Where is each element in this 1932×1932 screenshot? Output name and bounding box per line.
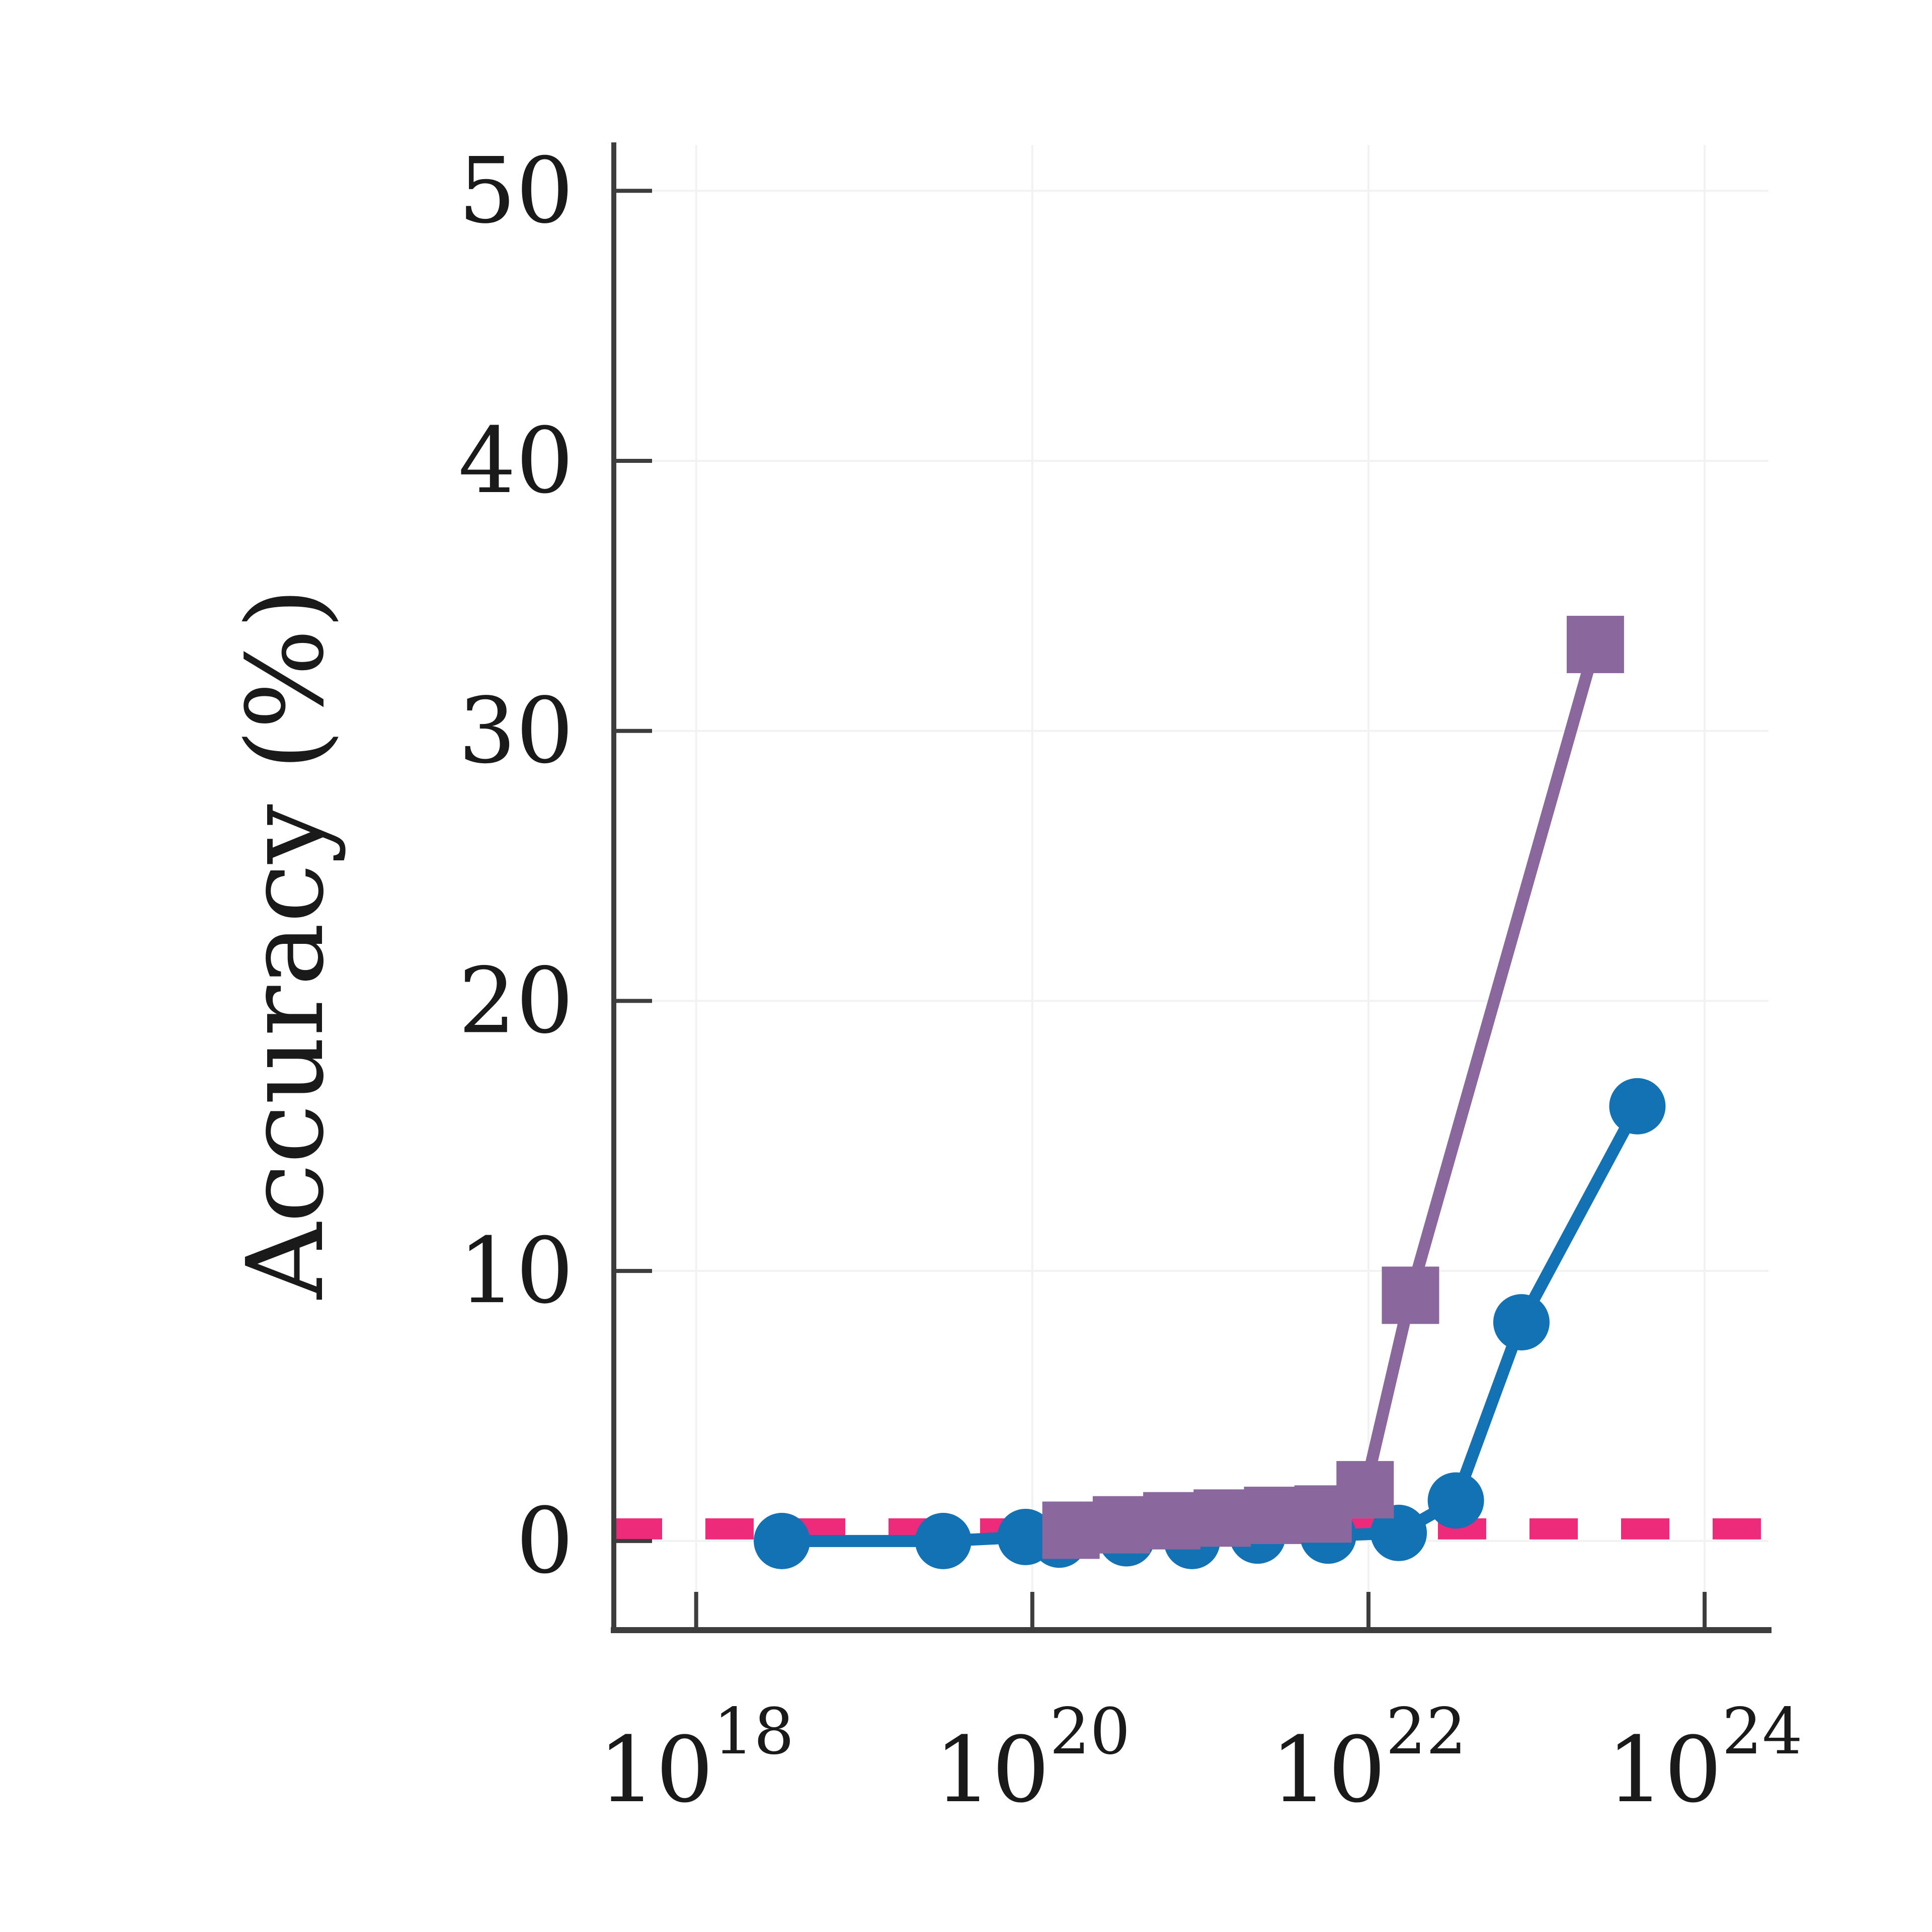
data-point-marker-circle [915, 1512, 972, 1569]
data-point-marker-square [1566, 615, 1624, 673]
data-point-marker-circle [1427, 1472, 1484, 1529]
data-point-marker-square [1143, 1492, 1201, 1550]
y-tick-label: 30 [458, 679, 574, 784]
data-point-marker-circle [754, 1512, 811, 1569]
x-tick-exponent: 22 [1386, 1695, 1466, 1768]
y-tick-label: 20 [458, 948, 574, 1054]
data-point-marker-circle [1371, 1504, 1427, 1561]
y-tick-label: 10 [458, 1219, 574, 1324]
data-point-marker-square [1092, 1496, 1150, 1554]
axes [611, 142, 1772, 1633]
x-tick-base: 10 [1606, 1718, 1722, 1823]
data-point-marker-circle [1493, 1294, 1550, 1351]
x-tick-label: 1022 [1270, 1695, 1466, 1823]
y-tick-label: 50 [458, 138, 574, 244]
data-point-marker-square [1336, 1461, 1394, 1518]
series-line-purple-squares [1065, 638, 1601, 1537]
x-tick-label: 1018 [598, 1695, 794, 1823]
x-tick-label: 1024 [1606, 1695, 1802, 1823]
data-point-marker-square [1193, 1489, 1251, 1547]
y-tick-label: 0 [516, 1489, 574, 1594]
data-point-marker-square [1244, 1486, 1302, 1544]
series-purple-squares [1042, 615, 1624, 1559]
data-point-marker-circle [1609, 1078, 1666, 1135]
y-tick-label: 40 [458, 409, 574, 514]
x-tick-base: 10 [934, 1718, 1050, 1823]
y-axis-title: Accuracy (%) [224, 588, 347, 1300]
data-point-marker-square [1382, 1266, 1439, 1324]
x-tick-exponent: 18 [713, 1695, 794, 1768]
data-point-marker-square [1042, 1501, 1100, 1559]
x-tick-exponent: 20 [1050, 1695, 1130, 1768]
x-tick-exponent: 24 [1722, 1695, 1802, 1768]
gridlines [614, 145, 1768, 1630]
x-tick-label: 1020 [934, 1695, 1130, 1823]
x-tick-base: 10 [1270, 1718, 1386, 1823]
x-tick-base: 10 [598, 1718, 713, 1823]
